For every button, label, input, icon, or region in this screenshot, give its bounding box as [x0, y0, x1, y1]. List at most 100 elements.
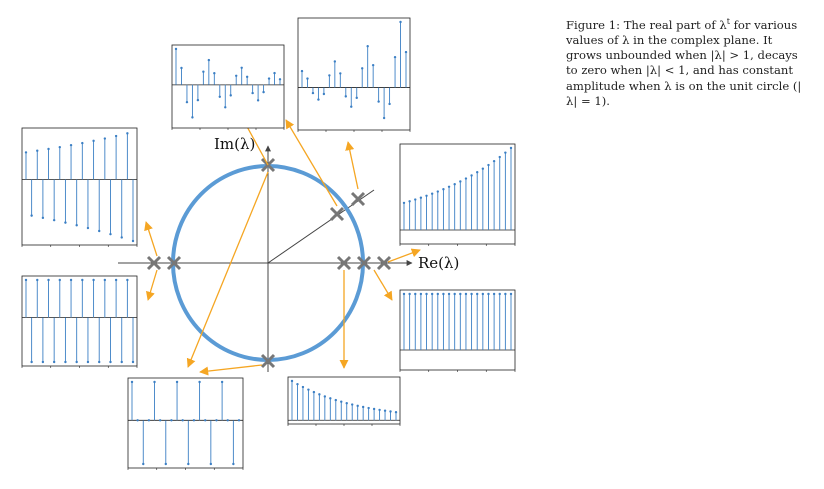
stem-head [103, 137, 107, 140]
stem-head [262, 90, 265, 94]
stem-head [329, 397, 332, 400]
stem-head [209, 462, 213, 466]
stem-head [215, 419, 218, 422]
stem-head [425, 292, 428, 296]
orange-arrow [345, 141, 359, 190]
stem-head [198, 380, 201, 384]
stem-head [180, 66, 183, 70]
panel-exponential-decay [287, 376, 401, 426]
stem-head [487, 163, 490, 167]
stem-head [361, 67, 364, 70]
cross-marker [350, 191, 366, 207]
stem-head [185, 100, 189, 104]
stem-head [476, 292, 479, 296]
stem-head [311, 91, 315, 95]
caption-text: for various values of λ in the complex p… [566, 17, 802, 108]
cross-stroke [146, 255, 162, 271]
stem-head [47, 278, 50, 282]
stem-head [36, 149, 39, 152]
stem-head [344, 95, 347, 98]
stem-head [174, 47, 178, 51]
stem-head [120, 360, 123, 364]
panel-constant-alternating [21, 275, 138, 368]
stem-head [30, 360, 33, 364]
panel-constant [399, 289, 516, 372]
orange-arrow [145, 269, 158, 301]
stem-head [487, 292, 490, 296]
caption-lead: Figure 1: The real part of λ [566, 17, 727, 32]
stem-head [318, 393, 321, 396]
stem-head [498, 292, 501, 296]
stem-head [267, 77, 271, 80]
orange-arrow [373, 269, 393, 301]
cross-marker [146, 255, 162, 271]
stem-head [213, 72, 216, 75]
stem-head [218, 95, 221, 98]
stem-head [345, 401, 348, 405]
orange-arrow [387, 248, 421, 263]
stem-head [69, 143, 73, 147]
stem-head [114, 278, 118, 282]
stem-head [389, 410, 392, 413]
cross-stroke [350, 191, 366, 207]
stem-head [504, 292, 507, 296]
stem-head [24, 278, 28, 282]
stem-head [442, 188, 445, 191]
stem-head [414, 292, 417, 296]
stem-head [350, 105, 353, 108]
stem-head [196, 98, 200, 102]
stem-head [459, 292, 462, 296]
stem-head [237, 419, 241, 422]
stem-head [393, 55, 397, 59]
orange-arrow [144, 221, 158, 257]
stem-head [328, 74, 331, 77]
panel-frame [21, 127, 138, 246]
stem-head [301, 385, 305, 389]
stem-head [442, 292, 445, 296]
stem-head [351, 403, 354, 406]
stem-head [131, 360, 135, 364]
stem-head [388, 102, 391, 106]
cross-marker [356, 255, 372, 271]
stem-head [414, 198, 417, 201]
panel-frame [171, 44, 285, 129]
panel-period4-oscillation [127, 377, 244, 470]
stem-head [75, 224, 78, 227]
stem-head [339, 72, 342, 75]
stem-head [86, 226, 90, 230]
stem-head [453, 292, 456, 296]
stem-head [296, 382, 299, 386]
cross-stroke [376, 255, 392, 271]
cross-stroke [166, 255, 182, 271]
stem-head [64, 360, 67, 364]
stem-head [377, 100, 380, 103]
stem-head [509, 146, 513, 150]
stem-head [103, 278, 107, 282]
stem-head [114, 134, 118, 138]
stem-head [509, 292, 513, 296]
stem-head [52, 360, 56, 364]
stem-head [278, 78, 282, 81]
stem-head [355, 96, 358, 100]
stem-head [58, 278, 61, 282]
stem-head [498, 155, 501, 159]
panel-frame [399, 289, 516, 371]
stem-head [86, 360, 90, 364]
stem-head [464, 177, 468, 180]
stem-head [58, 145, 61, 149]
panel-growing-oscillation [297, 17, 411, 132]
stem-head [192, 419, 196, 422]
stem-head [41, 360, 45, 364]
cross-stroke [260, 353, 276, 369]
orange-arrow [199, 364, 263, 376]
stem-head [323, 395, 327, 398]
stem-head [453, 183, 456, 186]
stem-head [81, 141, 84, 145]
stem-head [419, 292, 423, 296]
stem-head [470, 292, 473, 296]
stem-head [408, 200, 411, 203]
stem-head [191, 116, 194, 119]
stem-head [142, 462, 145, 466]
stem-head [333, 60, 337, 63]
